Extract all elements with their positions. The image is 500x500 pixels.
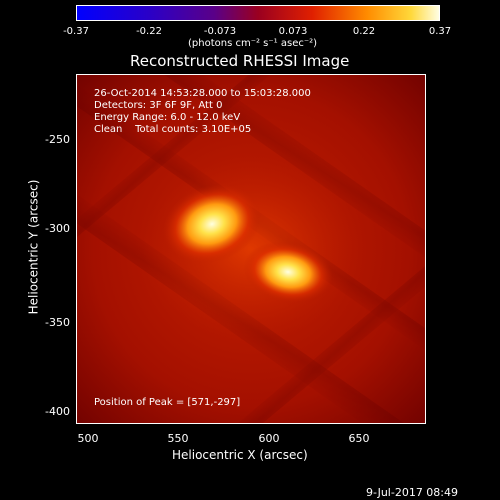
plot-title: Reconstructed RHESSI Image (130, 52, 350, 70)
colorbar-tick: -0.22 (136, 26, 162, 37)
colorbar-tick: -0.37 (63, 26, 89, 37)
y-tick-label: -250 (45, 133, 70, 146)
detectors-label: Detectors: 3F 6F 9F, Att 0 (94, 100, 223, 111)
peak-position-label: Position of Peak = [571,-297] (94, 397, 241, 408)
rhessi-image (76, 74, 426, 424)
colorbar-frame (76, 5, 440, 21)
colorbar-tick: -0.073 (203, 26, 237, 37)
date-stamp: 9-Jul-2017 08:49 (366, 486, 459, 499)
y-axis-label: Heliocentric Y (arcsec) (26, 179, 41, 315)
y-tick-label: -400 (45, 405, 70, 418)
colorbar-tick: 0.073 (278, 26, 308, 37)
colorbar-units: (photons cm⁻² s⁻¹ asec⁻²) (188, 38, 318, 49)
colorbar-tick: 0.37 (428, 26, 452, 37)
y-tick-label: -300 (45, 222, 70, 235)
colorbar (76, 5, 440, 21)
energy-range-label: Energy Range: 6.0 - 12.0 keV (94, 112, 241, 123)
x-axis-label: Heliocentric X (arcsec) (172, 448, 308, 462)
y-tick-label: -350 (45, 316, 70, 329)
x-tick-label: 500 (77, 432, 99, 445)
time-range-label: 26-Oct-2014 14:53:28.000 to 15:03:28.000 (94, 88, 311, 99)
x-tick-label: 550 (167, 432, 189, 445)
x-tick-label: 600 (258, 432, 280, 445)
x-tick-label: 650 (348, 432, 370, 445)
clean-counts-label: Clean Total counts: 3.10E+05 (94, 124, 252, 135)
colorbar-tick: 0.22 (352, 26, 376, 37)
plot-frame (76, 74, 426, 424)
